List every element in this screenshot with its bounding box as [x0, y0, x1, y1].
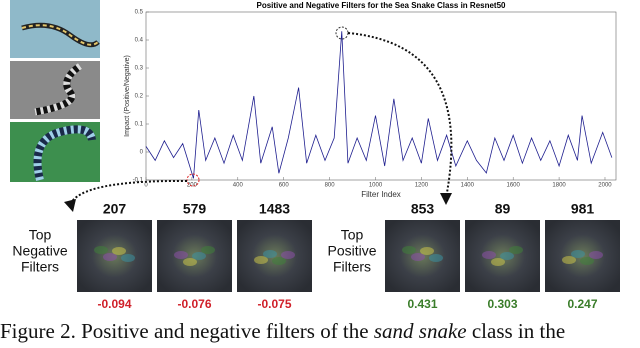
group-label: Filters — [333, 259, 371, 275]
filter-index: 853 — [411, 201, 435, 217]
caption-text: Figure 2. Positive and negative filters … — [0, 319, 374, 343]
filter-blob — [509, 246, 523, 254]
snake — [33, 125, 96, 181]
filter-blob — [254, 256, 268, 264]
y-tick-label: 0.3 — [135, 66, 144, 72]
y-tick-label: 0.1 — [135, 122, 144, 128]
filter-blob — [272, 257, 286, 265]
x-tick-label: 1600 — [507, 183, 521, 189]
filter-blob — [429, 254, 443, 262]
arrow — [69, 179, 188, 206]
arrowhead — [64, 199, 76, 212]
x-tick-label: 0 — [144, 183, 148, 189]
filter-blob — [411, 253, 425, 261]
filter-blob — [174, 251, 188, 259]
x-tick-label: 1200 — [415, 183, 429, 189]
filter-blob — [201, 246, 215, 254]
snake — [21, 24, 99, 46]
chart: Positive and Negative Filters for the Se… — [124, 1, 617, 199]
filter-blob — [589, 251, 603, 259]
filter-blob — [183, 258, 197, 266]
arrows — [64, 26, 453, 212]
filter-impact: -0.094 — [97, 297, 131, 311]
data-line — [145, 31, 613, 179]
y-tick-label: 0 — [140, 150, 144, 156]
filter-impact: 0.247 — [567, 297, 597, 311]
group-label: Filters — [21, 259, 59, 275]
filter-panels: TopNegativeFilters207-0.094579-0.0761483… — [12, 201, 620, 311]
filter-blob — [94, 246, 108, 254]
filter-impact: -0.075 — [257, 297, 291, 311]
filter-impact: 0.303 — [487, 297, 517, 311]
filter-blob — [112, 247, 126, 255]
caption-text: sand snake — [374, 319, 467, 343]
filter-blob — [192, 252, 206, 260]
group-label: Positive — [327, 243, 376, 259]
filter-blob — [571, 250, 585, 258]
y-tick-label: 0.5 — [135, 10, 144, 16]
filter-blob — [103, 253, 117, 261]
x-tick-label: 400 — [233, 183, 244, 189]
snake — [34, 63, 83, 116]
group-label: Top — [29, 227, 52, 243]
filter-impact: 0.431 — [407, 297, 437, 311]
arrow — [347, 32, 453, 199]
filter-blob — [491, 258, 505, 266]
filter-index: 1483 — [259, 201, 290, 217]
filter-blob — [580, 257, 594, 265]
y-axis-label: Impact (Positive/Negative) — [124, 55, 131, 137]
x-tick-label: 1800 — [552, 183, 566, 189]
filter-index: 207 — [103, 201, 127, 217]
y-tick-label: 0.2 — [135, 94, 144, 100]
x-tick-label: 2000 — [598, 183, 612, 189]
photos — [10, 0, 100, 182]
chart-title: Positive and Negative Filters for the Se… — [257, 1, 507, 10]
group-label: Negative — [12, 243, 67, 259]
x-tick-label: 1000 — [369, 183, 383, 189]
filter-blob — [402, 246, 416, 254]
x-tick-label: 1400 — [461, 183, 475, 189]
x-axis-label: Filter Index — [361, 190, 401, 199]
caption: Figure 2. Positive and negative filters … — [0, 319, 565, 343]
filter-index: 579 — [183, 201, 207, 217]
x-tick-label: 600 — [279, 183, 290, 189]
filter-index: 89 — [495, 201, 511, 217]
filter-blob — [281, 251, 295, 259]
filter-blob — [263, 250, 277, 258]
filter-blob — [420, 247, 434, 255]
y-tick-label: 0.4 — [135, 38, 144, 44]
x-tick-label: 800 — [325, 183, 336, 189]
filter-blob — [121, 254, 135, 262]
filter-blob — [562, 256, 576, 264]
x-tick-label: 200 — [187, 183, 198, 189]
group-label: Top — [341, 227, 364, 243]
filter-index: 981 — [571, 201, 595, 217]
filter-blob — [482, 251, 496, 259]
caption-text: class in the — [467, 319, 566, 343]
filter-blob — [500, 252, 514, 260]
plot-frame — [145, 11, 617, 181]
filter-impact: -0.076 — [177, 297, 211, 311]
arrowhead — [440, 193, 452, 205]
y-tick-label: -0.1 — [133, 178, 144, 184]
